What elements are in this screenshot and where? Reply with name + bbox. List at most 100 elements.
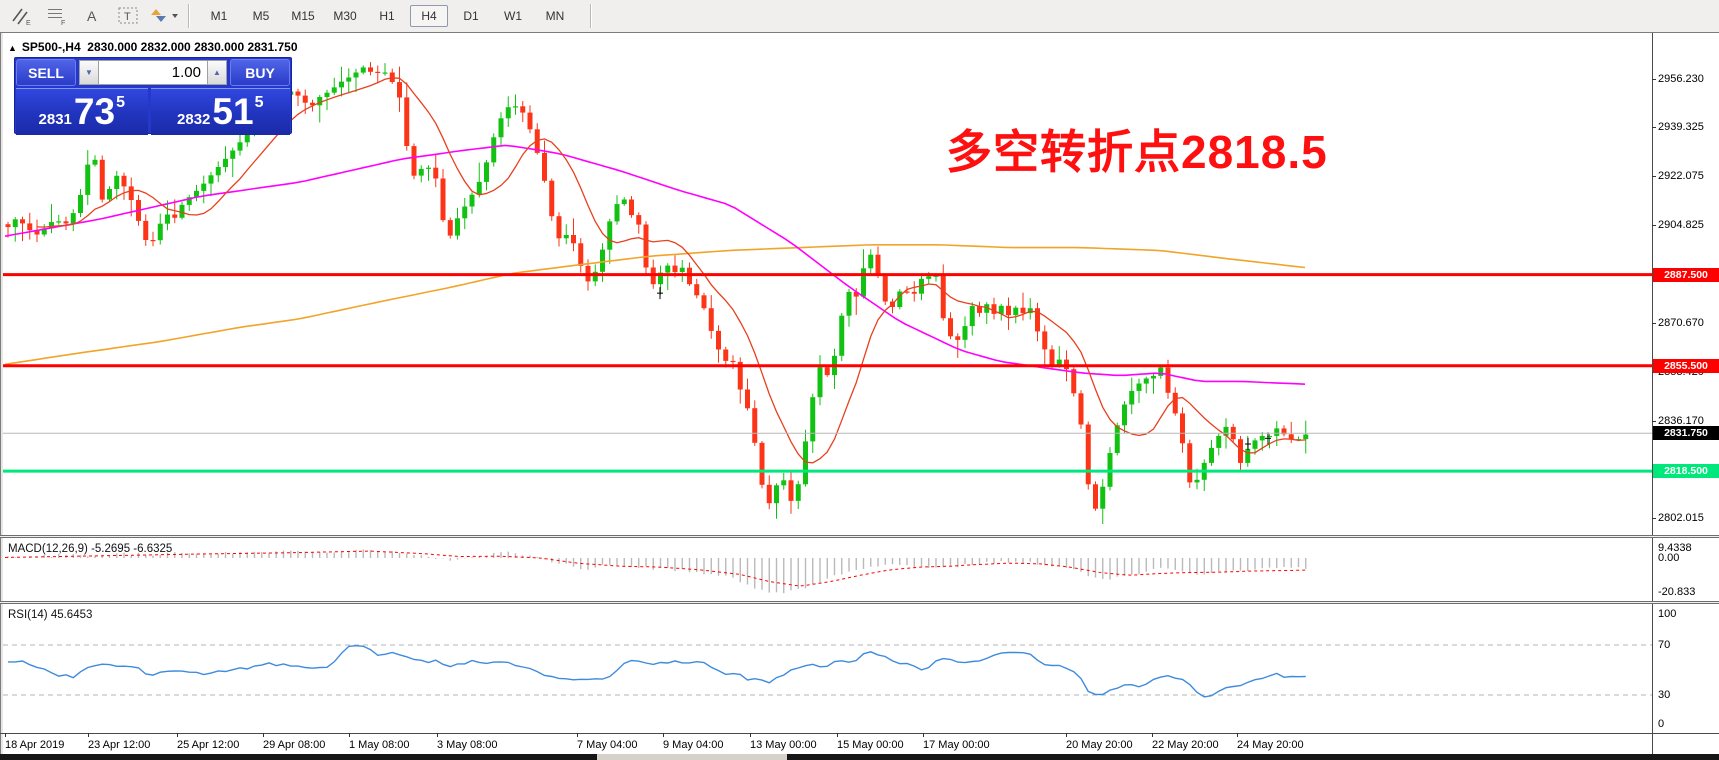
bottom-scrollbar[interactable]: [0, 754, 1719, 760]
buy-quote[interactable]: 2832 51 5: [150, 88, 290, 135]
sell-quote[interactable]: 2831 73 5: [16, 88, 148, 135]
level-price-badge: 2855.500: [1653, 358, 1719, 373]
window-border: [0, 32, 1, 754]
timeframe-m30[interactable]: M30: [333, 9, 357, 23]
price-axis-tick: 2904.825: [1658, 219, 1704, 232]
panel-separator[interactable]: [0, 601, 1719, 604]
time-tick-mark: [1152, 733, 1153, 737]
time-axis-label: 20 May 20:00: [1066, 739, 1133, 751]
time-axis-label: 18 Apr 2019: [5, 739, 65, 751]
axis-tick-mark: [1652, 225, 1656, 227]
dropdown-caret-icon: [172, 14, 178, 18]
price-axis-tick: 2802.015: [1658, 511, 1704, 524]
price-axis-tick: 2870.670: [1658, 316, 1704, 329]
buy-price-big: 51: [212, 91, 254, 132]
rsi-axis-label: 70: [1658, 639, 1671, 651]
sell-price-sup: 5: [116, 94, 125, 111]
collapse-icon[interactable]: ▲: [8, 43, 17, 53]
macd-axis-label: -20.833: [1658, 586, 1696, 598]
rsi-axis-label: 30: [1658, 689, 1671, 701]
time-axis-label: 17 May 00:00: [923, 739, 990, 751]
timeframe-w1[interactable]: W1: [504, 9, 522, 23]
window-border: [1, 33, 3, 754]
rsi-axis-label: 100: [1658, 608, 1677, 620]
volume-decrease-button[interactable]: ▼: [79, 60, 99, 85]
current-price-badge: 2831.750: [1653, 426, 1719, 441]
time-axis-label: 9 May 04:00: [663, 739, 724, 751]
time-axis-label: 24 May 20:00: [1237, 739, 1304, 751]
level-price-badge: 2818.500: [1653, 464, 1719, 479]
timeframe-m5[interactable]: M5: [252, 9, 270, 23]
grid-icon[interactable]: F: [42, 3, 72, 29]
price-axis-tick: 2836.170: [1658, 414, 1704, 427]
rsi-label: RSI(14) 45.6453: [8, 609, 93, 621]
time-tick-mark: [5, 733, 6, 737]
time-axis-border: [0, 733, 1719, 734]
time-axis-label: 13 May 00:00: [750, 739, 817, 751]
time-axis-label: 15 May 00:00: [837, 739, 904, 751]
axis-tick-mark: [1652, 322, 1656, 324]
axis-tick-mark: [1652, 517, 1656, 519]
line-studies-icon[interactable]: E: [6, 3, 36, 29]
timeframe-h4[interactable]: H4: [410, 5, 448, 27]
svg-text:A: A: [87, 8, 97, 24]
chart-ohlc: 2830.000 2832.000 2830.000 2831.750: [87, 40, 298, 54]
time-tick-mark: [577, 733, 578, 737]
timeframe-h1[interactable]: H1: [379, 9, 395, 23]
buy-price-main: 2832: [177, 111, 211, 128]
chart-title: ▲ SP500-,H4 2830.000 2832.000 2830.000 28…: [8, 40, 298, 54]
annotation-text: 多空转折点2818.5: [946, 126, 1328, 178]
price-axis-tick: 2939.325: [1658, 121, 1704, 134]
price-axis-tick: 2922.075: [1658, 170, 1704, 183]
one-click-trading-panel: SELL ▼ 1.00 ▲ BUY 2831 73 5 2832 51 5: [14, 57, 292, 135]
axis-tick-mark: [1652, 420, 1656, 422]
level-price-badge: 2887.500: [1653, 267, 1719, 282]
buy-price-sup: 5: [254, 94, 264, 111]
svg-text:E: E: [26, 20, 31, 26]
timeframe-d1[interactable]: D1: [463, 9, 479, 23]
svg-text:F: F: [61, 20, 65, 26]
timeframe-m15[interactable]: M15: [291, 9, 315, 23]
sell-price-big: 73: [73, 91, 116, 132]
toolbar-separator: [590, 4, 592, 28]
volume-input[interactable]: 1.00: [99, 60, 207, 85]
time-tick-mark: [349, 733, 350, 737]
window-border: [0, 32, 1719, 33]
macd-axis-label: 9.4338: [1658, 542, 1692, 554]
time-tick-mark: [663, 733, 664, 737]
time-tick-mark: [1237, 733, 1238, 737]
macd-label: MACD(12,26,9) -5.2695 -6.6325: [8, 543, 173, 555]
cursor-tool-icon[interactable]: [150, 3, 180, 29]
timeframe-mn[interactable]: MN: [545, 9, 565, 23]
text-label-icon[interactable]: A: [78, 3, 108, 29]
buy-button[interactable]: BUY: [230, 59, 290, 86]
time-axis-label: 25 Apr 12:00: [177, 739, 240, 751]
time-tick-mark: [437, 733, 438, 737]
time-tick-mark: [923, 733, 924, 737]
toolbar-separator: [188, 4, 190, 28]
time-axis-label: 7 May 04:00: [577, 739, 638, 751]
text-box-icon[interactable]: T: [114, 3, 144, 29]
timeframe-m1[interactable]: M1: [210, 9, 228, 23]
time-tick-mark: [837, 733, 838, 737]
time-tick-mark: [177, 733, 178, 737]
panel-separator[interactable]: [0, 535, 1719, 538]
time-tick-mark: [1066, 733, 1067, 737]
volume-increase-button[interactable]: ▲: [207, 60, 227, 85]
time-axis-label: 3 May 08:00: [437, 739, 498, 751]
axis-tick-mark: [1652, 127, 1656, 129]
time-tick-mark: [88, 733, 89, 737]
time-tick-mark: [750, 733, 751, 737]
chart-symbol: SP500-,H4: [21, 40, 81, 54]
time-axis-label: 23 Apr 12:00: [88, 739, 151, 751]
time-tick-mark: [263, 733, 264, 737]
sell-price-main: 2831: [38, 111, 72, 128]
time-axis-label: 29 Apr 08:00: [263, 739, 326, 751]
sell-button[interactable]: SELL: [16, 59, 76, 86]
axis-tick-mark: [1652, 79, 1656, 80]
svg-text:T: T: [124, 11, 131, 23]
axis-tick-mark: [1652, 176, 1656, 178]
scrollbar-thumb[interactable]: [597, 754, 787, 760]
